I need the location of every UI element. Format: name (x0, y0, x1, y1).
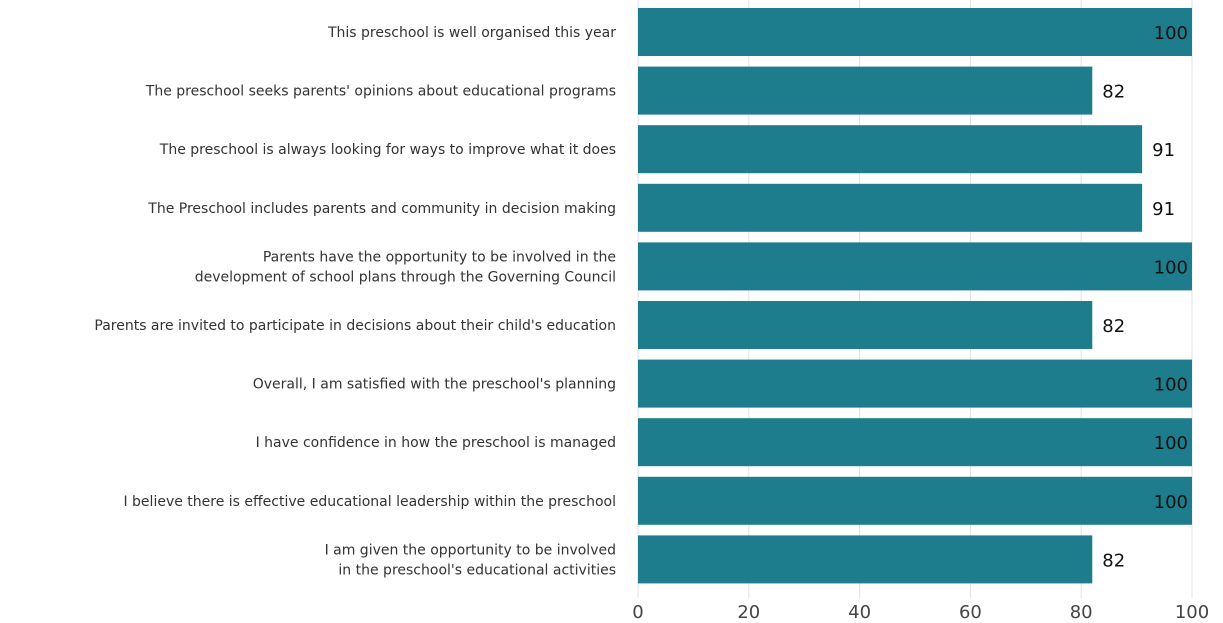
data-label: 82 (1102, 82, 1125, 103)
data-label: 100 (1154, 375, 1188, 396)
category-label: Parents have the opportunity to be invol… (263, 249, 616, 265)
bar (638, 125, 1143, 174)
x-tick-label: 100 (1175, 602, 1209, 623)
bar (638, 183, 1143, 232)
bar (638, 242, 1192, 291)
data-label: 82 (1102, 316, 1125, 337)
data-label: 100 (1154, 23, 1188, 44)
category-label: I have confidence in how the preschool i… (256, 435, 616, 451)
category-label: The preschool is always looking for ways… (159, 142, 616, 158)
category-label: I believe there is effective educational… (123, 494, 616, 510)
category-label: The preschool seeks parents' opinions ab… (145, 84, 616, 100)
category-label: development of school plans through the … (195, 269, 616, 285)
data-label: 82 (1102, 550, 1125, 571)
bar (638, 8, 1192, 56)
data-label: 91 (1152, 140, 1175, 161)
bar (638, 476, 1192, 525)
bar (638, 66, 1093, 115)
x-tick-label: 40 (848, 602, 871, 623)
category-label: The Preschool includes parents and commu… (147, 201, 616, 217)
data-label: 100 (1154, 492, 1188, 513)
category-label: I am given the opportunity to be involve… (325, 542, 616, 558)
bar (638, 535, 1093, 584)
data-label: 91 (1152, 199, 1175, 220)
bar (638, 359, 1192, 408)
category-label: Overall, I am satisfied with the prescho… (253, 377, 616, 393)
x-tick-label: 80 (1070, 602, 1093, 623)
category-label: This preschool is well organised this ye… (327, 25, 616, 41)
category-label: Parents are invited to participate in de… (94, 318, 616, 334)
x-tick-label: 20 (737, 602, 760, 623)
bar (638, 301, 1093, 349)
x-tick-label: 0 (632, 602, 643, 623)
category-label: in the preschool's educational activitie… (338, 562, 616, 578)
x-tick-label: 60 (959, 602, 982, 623)
data-label: 100 (1154, 433, 1188, 454)
bar (638, 418, 1192, 467)
data-label: 100 (1154, 257, 1188, 278)
